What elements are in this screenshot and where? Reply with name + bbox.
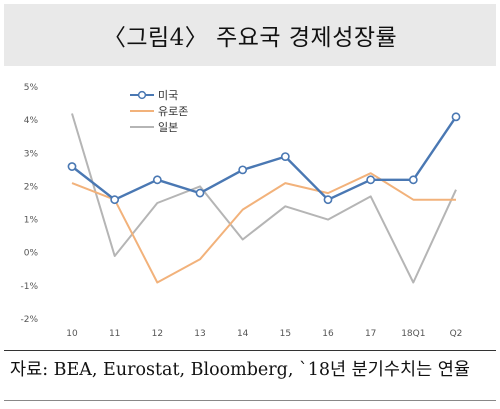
source-top-rule bbox=[4, 350, 496, 351]
y-tick-label: 2% bbox=[24, 182, 39, 192]
legend-label: 일본 bbox=[158, 120, 178, 134]
source-note: 자료: BEA, Eurostat, Bloomberg, `18년 분기수치는… bbox=[10, 360, 470, 380]
y-tick-label: -2% bbox=[20, 315, 38, 325]
data-point bbox=[408, 175, 418, 185]
x-tick-label: 11 bbox=[109, 329, 120, 339]
x-tick-label: 10 bbox=[66, 329, 78, 339]
y-tick-label: 4% bbox=[24, 116, 39, 126]
data-point bbox=[451, 112, 461, 122]
data-point bbox=[366, 175, 376, 185]
series-line bbox=[71, 116, 457, 201]
x-tick-label: 16 bbox=[322, 329, 334, 339]
x-tick-label: 13 bbox=[194, 329, 205, 339]
source-bottom-rule bbox=[4, 400, 496, 401]
y-tick-label: 0% bbox=[24, 249, 39, 259]
data-point bbox=[195, 188, 205, 198]
x-axis-ticks: 10 11 12 13 14 15 16 17 18Q1 Q2 bbox=[66, 329, 462, 339]
x-tick-label: 15 bbox=[280, 329, 291, 339]
data-point bbox=[238, 165, 248, 175]
series-line bbox=[71, 172, 456, 284]
x-tick-label: 12 bbox=[152, 329, 163, 339]
x-tick-label: 14 bbox=[237, 329, 249, 339]
y-tick-label: 1% bbox=[24, 216, 39, 226]
line-chart: -2% -1% 0% 1% 2% 3% 4% 5% 10 11 12 13 14 15 16 17 18Q1 Q… bbox=[20, 83, 462, 339]
x-tick-label: Q2 bbox=[450, 329, 463, 339]
y-tick-label: 3% bbox=[24, 149, 39, 159]
x-tick-label: 17 bbox=[365, 329, 376, 339]
title-bar: 〈그림4〉 주요국 경제성장률 bbox=[4, 4, 496, 66]
y-tick-label: -1% bbox=[20, 282, 38, 292]
data-point bbox=[67, 162, 77, 171]
series-line bbox=[71, 113, 457, 284]
legend-label: 미국 bbox=[158, 89, 178, 102]
data-point bbox=[280, 152, 290, 161]
chart-area: -2% -1% 0% 1% 2% 3% 4% 5% 10 11 12 13 14 15 16 17 18Q1 Q… bbox=[0, 66, 500, 348]
legend-label: 유로존 bbox=[158, 105, 188, 118]
x-tick-label: 18Q1 bbox=[401, 329, 425, 339]
series-lines bbox=[67, 112, 461, 284]
data-point bbox=[323, 195, 333, 205]
legend-marker bbox=[137, 90, 147, 100]
y-tick-label: 5% bbox=[24, 83, 39, 93]
data-point bbox=[152, 175, 162, 185]
data-point bbox=[110, 195, 120, 205]
y-axis-ticks: -2% -1% 0% 1% 2% 3% 4% 5% bbox=[20, 83, 38, 325]
chart-title: 〈그림4〉 주요국 경제성장률 bbox=[102, 25, 398, 51]
